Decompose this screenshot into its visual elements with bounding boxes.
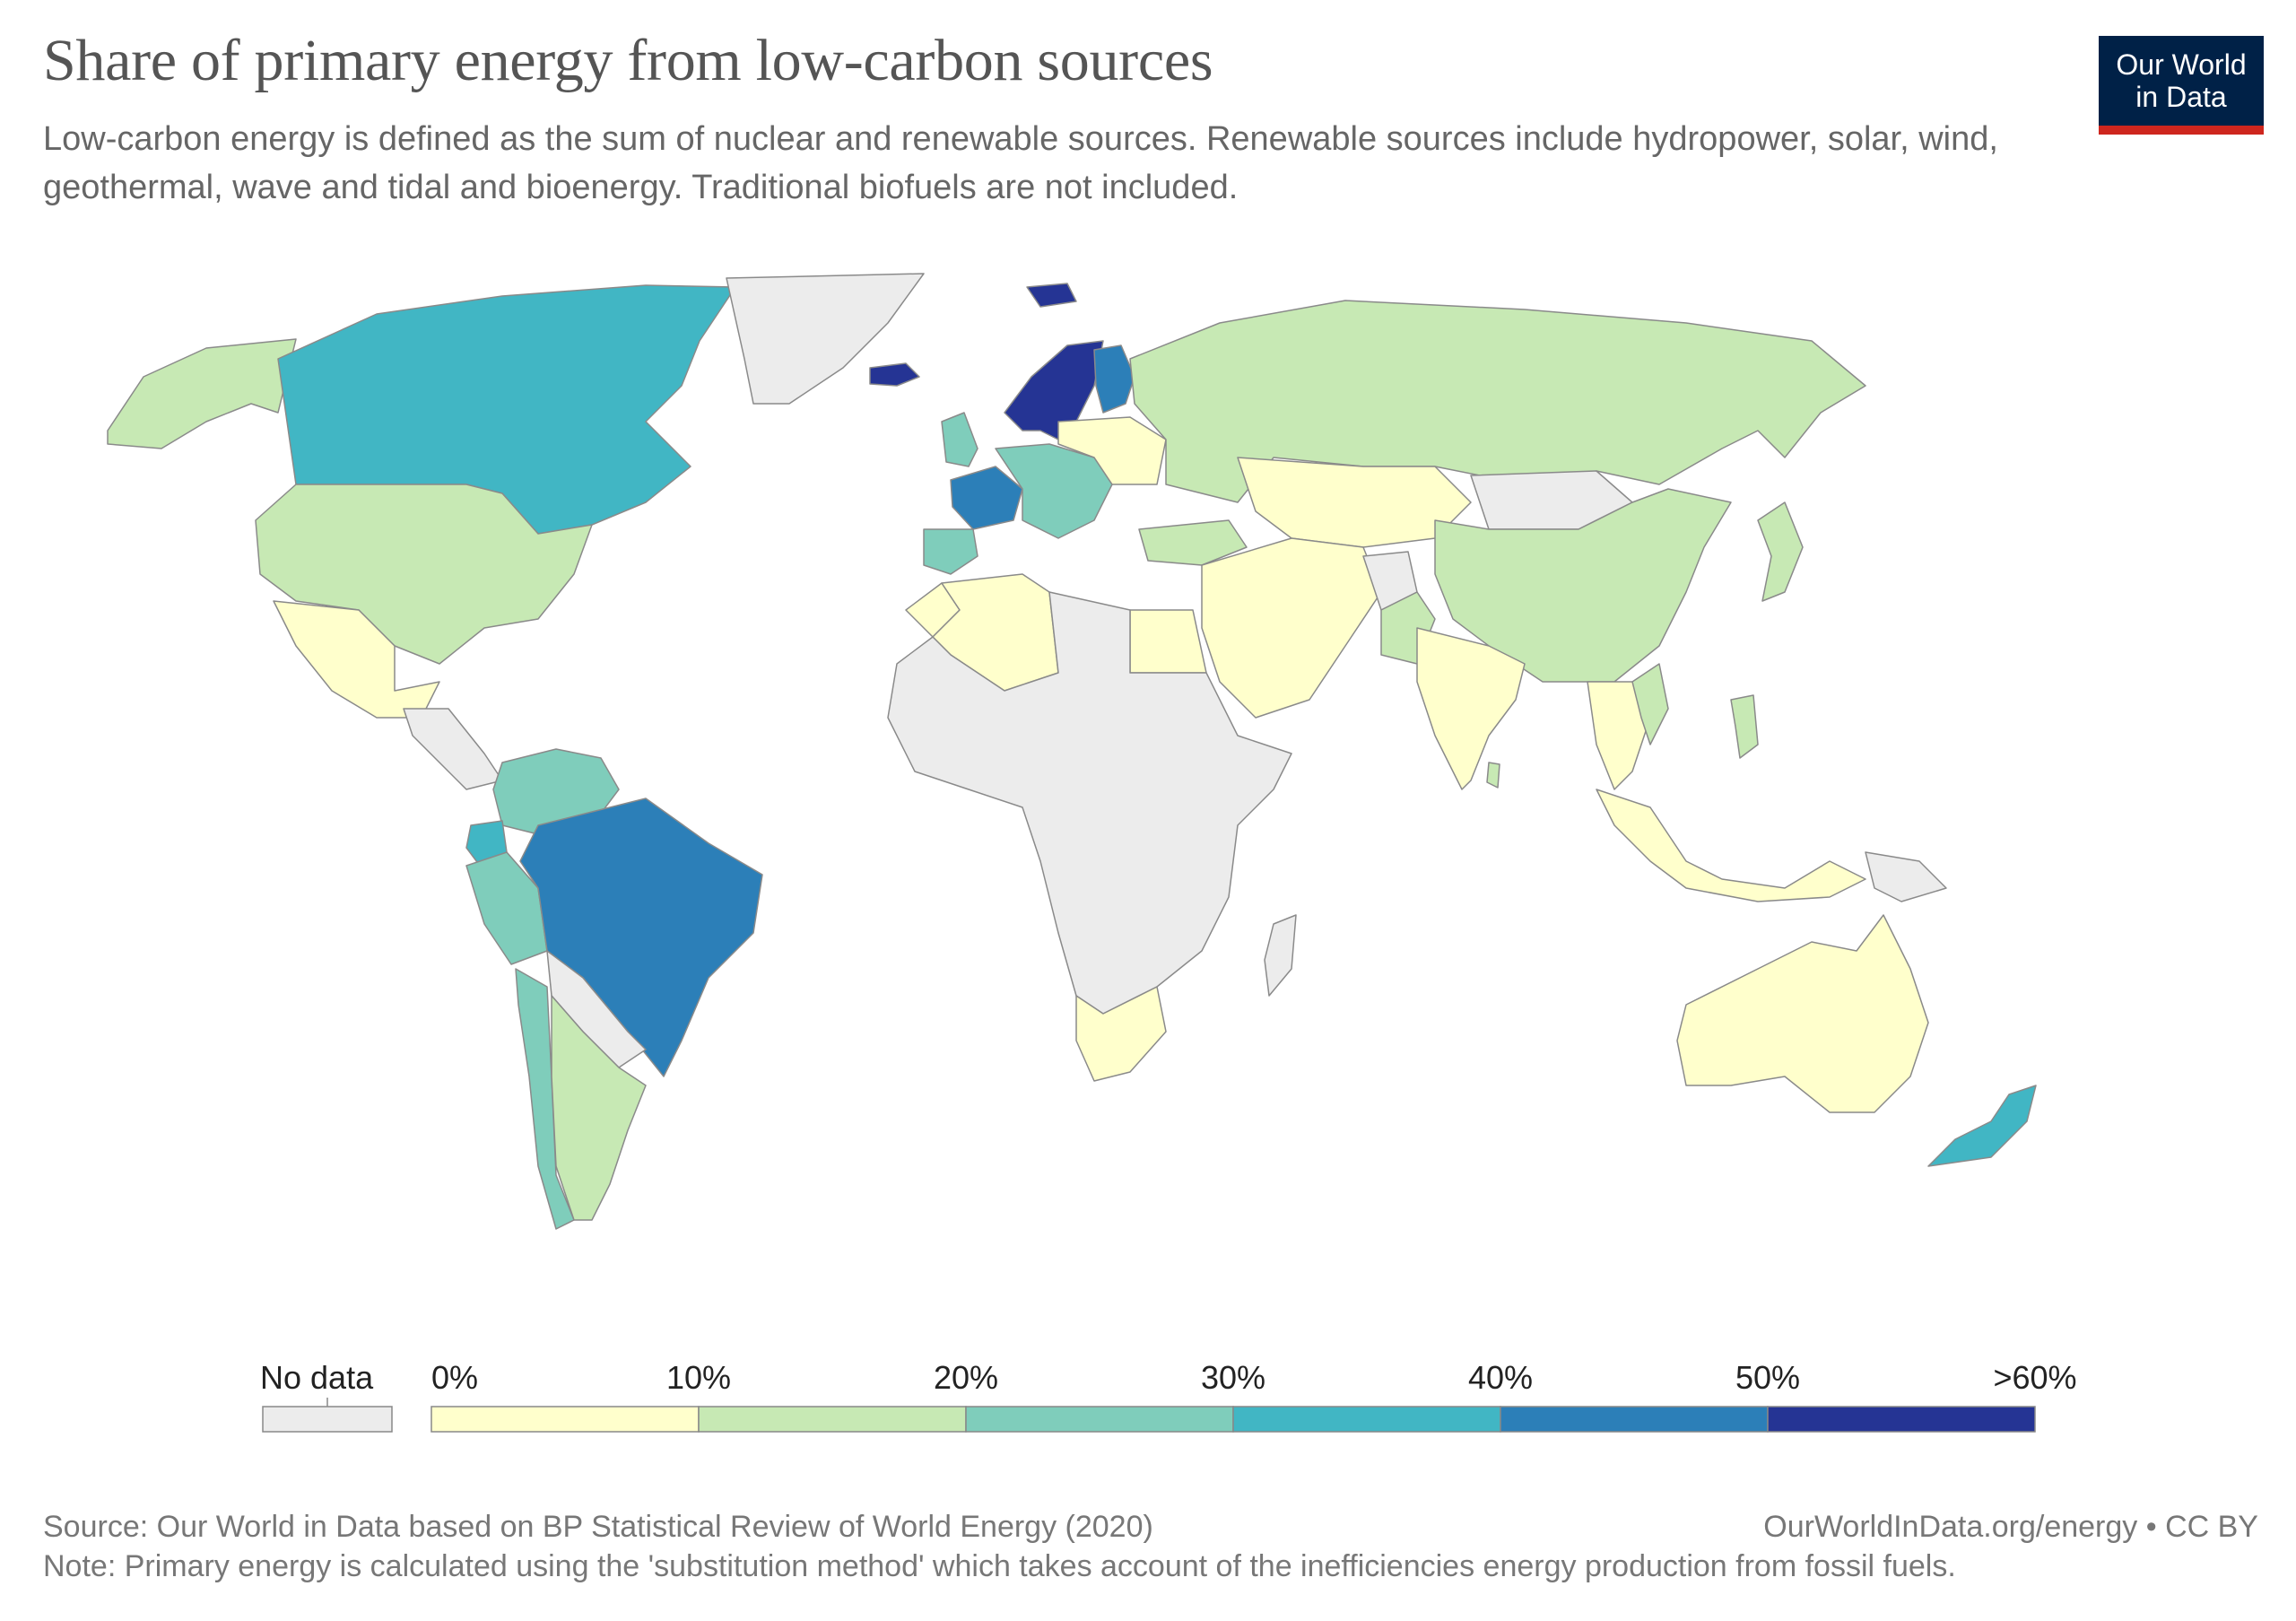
legend-swatch-5 xyxy=(1767,1406,2036,1433)
chart-subtitle: Low-carbon energy is defined as the sum … xyxy=(43,120,1998,206)
region-norway-sweden[interactable] xyxy=(1004,340,1104,440)
region-uk[interactable] xyxy=(941,412,978,467)
region-philippines[interactable] xyxy=(1730,694,1759,759)
legend-swatch-0 xyxy=(430,1406,700,1433)
region-svalbard[interactable] xyxy=(1026,283,1077,308)
region-iberia[interactable] xyxy=(923,528,978,575)
legend-label-1: 10% xyxy=(666,1359,731,1396)
region-alaska[interactable] xyxy=(107,338,297,449)
legend-swatch-3 xyxy=(1232,1406,1501,1433)
region-eastern-europe[interactable] xyxy=(1057,416,1167,485)
legend-label-3: 30% xyxy=(1201,1359,1265,1396)
note-text: Note: Primary energy is calculated using… xyxy=(43,1549,1956,1583)
world-map[interactable] xyxy=(0,242,2296,1301)
legend-no-data-label: No data xyxy=(260,1359,374,1396)
region-russia[interactable] xyxy=(1129,300,1866,503)
region-turkey[interactable] xyxy=(1138,519,1248,566)
footer: Source: Our World in Data based on BP St… xyxy=(43,1507,2258,1586)
chart-title: Share of primary energy from low-carbon … xyxy=(43,28,1213,93)
legend-label-last: >60% xyxy=(1993,1359,2076,1396)
region-china[interactable] xyxy=(1434,488,1732,683)
region-usa[interactable] xyxy=(255,484,593,665)
region-iceland[interactable] xyxy=(869,362,920,387)
logo-line-1: Our World xyxy=(2116,48,2247,81)
legend-label-4: 40% xyxy=(1468,1359,1533,1396)
color-legend: No data 0% 10% 20% 30% 40% 50% >60% xyxy=(260,1359,2077,1433)
owid-logo[interactable]: Our World in Data xyxy=(2099,36,2264,135)
region-chile[interactable] xyxy=(515,968,575,1230)
region-madagascar[interactable] xyxy=(1264,914,1297,997)
legend-label-0: 0% xyxy=(431,1359,478,1396)
legend-no-data-swatch xyxy=(262,1406,393,1433)
region-indonesia[interactable] xyxy=(1596,789,1866,902)
region-argentina[interactable] xyxy=(551,995,647,1221)
region-australia[interactable] xyxy=(1676,914,1929,1113)
legend-swatch-2 xyxy=(965,1406,1234,1433)
source-url-link[interactable]: OurWorldInData.org/energy • CC BY xyxy=(1763,1510,2258,1544)
region-south-africa[interactable] xyxy=(1075,986,1167,1082)
region-sri-lanka[interactable] xyxy=(1486,762,1500,789)
region-greenland[interactable] xyxy=(726,273,925,405)
region-vietnam[interactable] xyxy=(1631,663,1669,745)
legend-swatch-4 xyxy=(1500,1406,1769,1433)
region-central-america[interactable] xyxy=(403,708,503,790)
logo-line-2: in Data xyxy=(2135,81,2227,113)
region-japan[interactable] xyxy=(1757,501,1804,602)
region-finland[interactable] xyxy=(1093,344,1135,414)
region-papua-new-guinea[interactable] xyxy=(1865,851,1947,902)
region-brazil[interactable] xyxy=(519,797,763,1077)
region-india[interactable] xyxy=(1416,627,1526,790)
region-france[interactable] xyxy=(950,466,1023,530)
legend-label-5: 50% xyxy=(1735,1359,1800,1396)
region-egypt[interactable] xyxy=(1129,609,1207,674)
source-text: Source: Our World in Data based on BP St… xyxy=(43,1510,1153,1544)
legend-swatch-1 xyxy=(698,1406,967,1433)
legend-label-2: 20% xyxy=(934,1359,998,1396)
region-new-zealand[interactable] xyxy=(1927,1085,2037,1167)
region-middle-east[interactable] xyxy=(1201,537,1382,719)
region-africa-rest[interactable] xyxy=(887,591,1292,1015)
region-central-europe[interactable] xyxy=(995,443,1113,539)
region-mexico[interactable] xyxy=(273,600,440,719)
